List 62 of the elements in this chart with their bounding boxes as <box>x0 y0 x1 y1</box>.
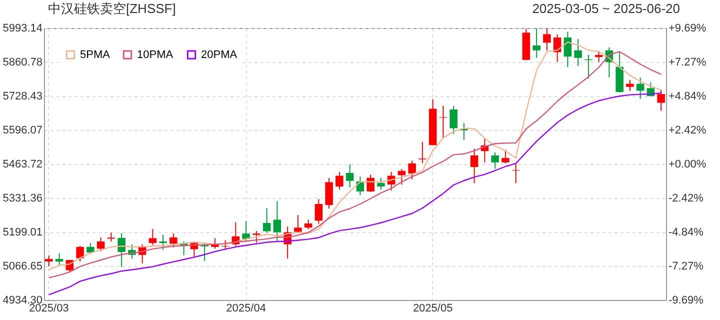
candlestick <box>76 245 84 262</box>
y-tick-label: 5199.01 <box>2 226 42 238</box>
y2-tick-label: +9.69% <box>668 22 706 34</box>
candlestick <box>636 77 644 100</box>
candlestick <box>657 89 665 112</box>
candlestick <box>366 174 374 192</box>
candlestick <box>45 254 53 267</box>
candlestick <box>294 214 302 234</box>
candlestick <box>314 198 323 224</box>
candlestick <box>55 252 64 266</box>
candlestick <box>512 162 520 184</box>
y-tick-label: 5463.72 <box>2 158 42 170</box>
candlestick <box>159 234 167 250</box>
candlestick <box>336 171 344 190</box>
candlestick <box>262 208 271 234</box>
y2-tick-label: +7.27% <box>668 56 706 68</box>
candlestick <box>460 122 468 140</box>
candlestick <box>532 28 540 58</box>
candlestick <box>148 228 157 246</box>
candlestick <box>418 141 426 164</box>
candlestick <box>491 152 499 170</box>
y2-tick-label: -7.27% <box>668 260 704 273</box>
y-tick-label: 5860.78 <box>2 56 42 68</box>
candlestick <box>273 200 282 242</box>
chart-subtitle: 2025-03-05 ~ 2025-06-20 <box>532 0 680 18</box>
y-tick-label: 5331.36 <box>2 192 42 204</box>
candlestick <box>252 230 260 244</box>
y-tick-label: 5993.14 <box>2 22 42 34</box>
candlestick <box>304 219 312 230</box>
x-tick-label: 2025/05 <box>412 302 453 314</box>
x-tick-label: 2025/03 <box>29 302 69 314</box>
y-tick-label: 5596.07 <box>2 124 42 136</box>
chart-title: 中汉硅铁卖空[ZHSSF] <box>48 0 176 18</box>
candlestick <box>574 38 582 67</box>
candlestick <box>543 28 551 51</box>
candlestick <box>408 160 416 180</box>
candlestick <box>242 220 250 242</box>
candlestick <box>221 240 230 250</box>
candlestick <box>86 242 94 254</box>
candlestick <box>450 105 458 134</box>
y2-tick-label: -9.69% <box>668 294 704 306</box>
candlestick <box>470 148 478 184</box>
legend-label: 5PMA <box>80 48 111 61</box>
candlestick <box>626 79 634 92</box>
candlestick <box>96 236 105 252</box>
y2-tick-label: +0.00% <box>668 158 706 170</box>
candlestick <box>439 105 448 139</box>
candlestick <box>170 233 178 248</box>
candlestick <box>377 177 385 190</box>
y-tick-label: 5728.43 <box>2 90 42 102</box>
y2-tick-label: -2.42% <box>668 192 704 204</box>
candlestick <box>346 164 354 188</box>
candlestick <box>502 149 510 164</box>
x-tick-label: 2025/04 <box>226 302 266 314</box>
candlestick <box>118 232 126 268</box>
y2-tick-label: +4.84% <box>668 90 706 103</box>
legend-label: 10PMA <box>137 48 174 61</box>
y2-tick-label: -4.84% <box>668 226 704 238</box>
y-tick-label: 5066.65 <box>2 260 42 272</box>
y2-tick-label: +2.42% <box>668 124 706 137</box>
legend-label: 20PMA <box>201 48 238 61</box>
candlestick <box>325 178 333 210</box>
